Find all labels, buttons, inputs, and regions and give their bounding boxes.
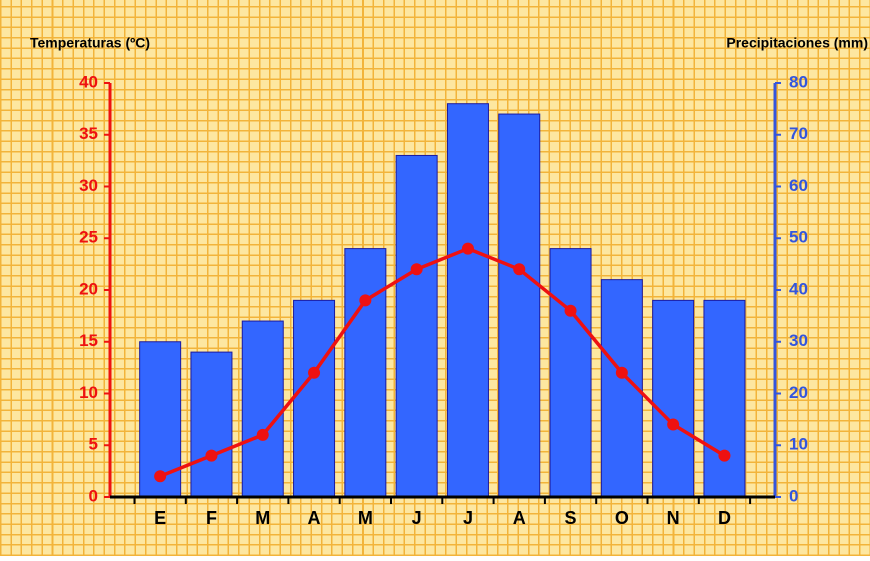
x-tick-label: A [513, 508, 526, 528]
bar [703, 299, 746, 498]
y-axis-title: Temperaturas (ºC) [30, 35, 150, 51]
bar [395, 154, 438, 498]
x-tick-label: N [667, 508, 680, 528]
line-marker [461, 242, 474, 255]
y2-tick-label: 50 [789, 228, 808, 247]
y2-tick-label: 80 [789, 72, 808, 91]
x-tick-label: O [615, 508, 629, 528]
line-marker [564, 304, 577, 317]
line-marker [308, 366, 321, 379]
y2-tick-label: 0 [789, 486, 798, 505]
x-tick-label: J [412, 508, 422, 528]
bar [241, 320, 284, 498]
y2-tick-label: 60 [789, 176, 808, 195]
y-tick-label: 0 [89, 486, 98, 505]
line-marker [359, 294, 372, 307]
line-marker [513, 263, 526, 276]
y-tick-label: 25 [79, 228, 98, 247]
line-marker [615, 366, 628, 379]
line-marker [410, 263, 423, 276]
y-tick-label: 10 [79, 383, 98, 402]
line-marker [154, 470, 167, 483]
bar [344, 248, 387, 498]
x-tick-label: M [358, 508, 373, 528]
line-marker [256, 428, 269, 441]
line [159, 246, 726, 478]
bar [293, 299, 336, 498]
y-tick-label: 30 [79, 176, 98, 195]
x-tick-label: F [206, 508, 217, 528]
x-tick-label: J [463, 508, 473, 528]
x-tick-label: S [565, 508, 577, 528]
y2-tick-label: 30 [789, 331, 808, 350]
line-marker [718, 449, 731, 462]
bar [652, 299, 695, 498]
y-tick-label: 35 [79, 124, 98, 143]
y2-tick-label: 40 [789, 279, 808, 298]
x-tick-label: E [154, 508, 166, 528]
y-tick-label: 40 [79, 72, 98, 91]
bar [498, 113, 541, 498]
y-tick-label: 5 [89, 435, 98, 454]
x-tick-label: D [718, 508, 731, 528]
y-tick-label: 15 [79, 331, 98, 350]
y2-tick-label: 70 [789, 124, 808, 143]
bar [446, 103, 489, 498]
y-tick-label: 20 [79, 279, 98, 298]
y2-tick-label: 20 [789, 383, 808, 402]
y2-axis-title: Precipitaciones (mm) [726, 35, 868, 51]
x-tick-label: A [308, 508, 321, 528]
x-tick-label: M [255, 508, 270, 528]
bar [549, 248, 592, 498]
line-marker [205, 449, 218, 462]
y2-tick-label: 10 [789, 435, 808, 454]
line-marker [667, 418, 680, 431]
bar [190, 351, 233, 498]
